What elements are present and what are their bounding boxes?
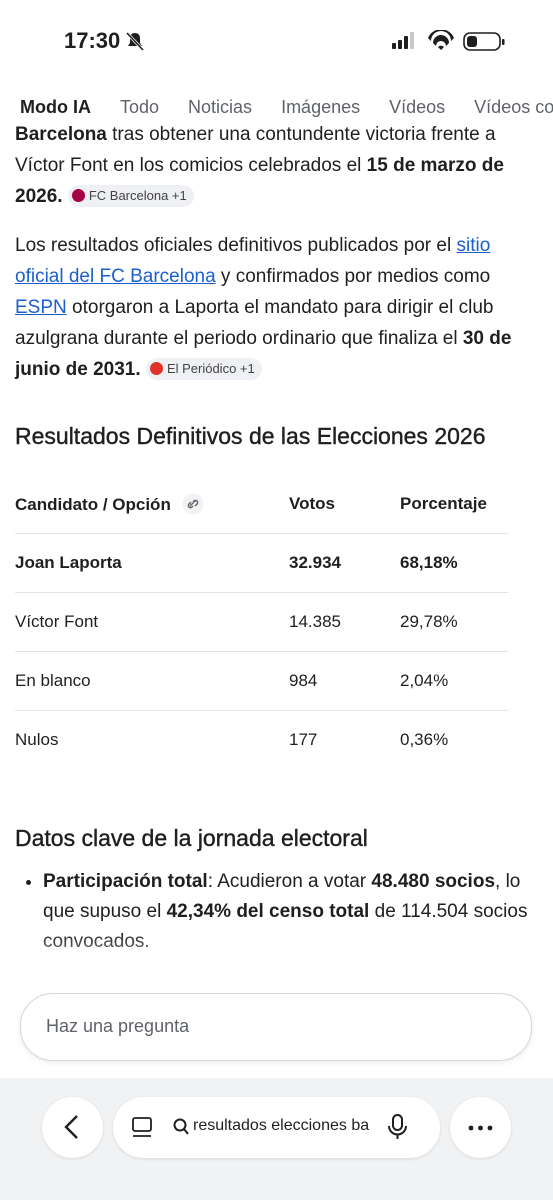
mic-icon — [388, 1114, 407, 1139]
mute-icon — [125, 31, 145, 52]
status-icons — [392, 30, 505, 51]
table-cell: Víctor Font — [15, 592, 289, 652]
link-icon[interactable] — [182, 493, 204, 515]
clock: 17:30 — [64, 28, 121, 53]
tab[interactable]: Vídeos — [389, 97, 446, 117]
text: : Acudieron a votar — [207, 871, 372, 892]
text: Los resultados oficiales definitivos pub… — [15, 235, 457, 256]
table-cell: En blanco — [15, 651, 289, 711]
bold-text: 30 de junio de 2031. — [15, 328, 512, 380]
fade — [0, 930, 553, 1000]
text: , lo que supuso el — [43, 871, 521, 922]
bold-text: 48.480 socios — [371, 871, 496, 892]
tab[interactable]: Noticias — [188, 97, 253, 117]
chip-label: FC Barcelona +1 — [88, 188, 187, 203]
mic-button[interactable] — [378, 1097, 440, 1158]
tab[interactable]: Imágenes — [281, 97, 361, 117]
table-cell: 32.934 — [289, 533, 400, 593]
table-cell: 0,36% — [400, 730, 449, 749]
source-icon — [149, 362, 163, 375]
table-cell: 177 — [289, 730, 318, 749]
back-button[interactable] — [42, 1097, 103, 1158]
bold-text: Barcelona — [15, 126, 107, 145]
link[interactable]: sitio oficial del FC Barcelona — [15, 235, 491, 287]
bold-text: 15 de marzo de 2026. — [15, 155, 504, 207]
more-button[interactable] — [450, 1097, 511, 1158]
search-icons — [132, 1117, 189, 1137]
ask-input[interactable]: Haz una pregunta — [20, 993, 532, 1061]
paragraph: Los resultados oficiales definitivos pub… — [15, 230, 537, 385]
link[interactable]: ESPN — [15, 297, 67, 318]
text: otorgaron a Laporta el mandato para diri… — [15, 297, 494, 349]
table-cell: 984 — [289, 651, 400, 711]
table-cell: 29,78% — [400, 592, 508, 652]
table-cell: Nulos — [15, 730, 59, 749]
table-cell: 68,18% — [400, 533, 508, 593]
source-chip[interactable]: El Periódico +1 — [145, 358, 262, 380]
table-row: Joan Laporta 32.934 68,18% — [15, 533, 508, 593]
search-pill[interactable]: resultados elecciones ba — [113, 1097, 440, 1158]
query: resultados elecciones ba — [193, 1117, 370, 1134]
tab[interactable]: Modo IA — [20, 97, 91, 117]
placeholder: Haz una pregunta — [46, 1016, 190, 1036]
tab-bar: Modo IA Todo Noticias Imágenes Vídeos Vídeos … — [0, 92, 553, 126]
header-text: Candidato / Opción — [15, 495, 171, 514]
source-icon — [71, 189, 85, 202]
paragraph: Barcelona tras obtener una contundente v… — [15, 126, 537, 212]
chip-label: El Periódico +1 — [166, 361, 255, 376]
more-icon — [468, 1125, 493, 1131]
table-cell: 14.385 — [289, 592, 400, 652]
table-row: Víctor Font 14.385 29,78% — [15, 592, 508, 652]
header-cell: Porcentaje — [400, 475, 508, 534]
table-heading: Resultados Definitivos de las Elecciones… — [15, 423, 486, 449]
bold-text: Participación total — [43, 871, 208, 892]
back-icon — [64, 1115, 78, 1139]
results-table: Candidato / Opción Votos Porcentaje Joan… — [15, 475, 508, 769]
tab[interactable]: Todo — [119, 97, 160, 117]
section-heading: Datos clave de la jornada electoral — [15, 825, 368, 851]
bold-text: 42,34% del censo total — [166, 901, 370, 922]
table-row: Nulos 177 0,36% — [15, 711, 508, 770]
text: tras obtener una contundente victoria fr… — [15, 126, 496, 176]
table-cell: Joan Laporta — [15, 533, 289, 593]
tab[interactable]: Vídeos co — [474, 97, 553, 117]
source-chip[interactable]: FC Barcelona +1 — [67, 185, 194, 207]
text: y confirmados por medios como — [215, 266, 491, 287]
ai-answer: Barcelona tras obtener una contundente v… — [0, 126, 553, 996]
header-cell: Candidato / Opción — [15, 475, 289, 534]
status-bar: 17:30 — [0, 0, 553, 80]
bottom-bar: resultados elecciones ba — [0, 1078, 553, 1200]
table-row: En blanco 984 2,04% — [15, 651, 508, 711]
table-cell: 2,04% — [400, 651, 508, 711]
paragraphs: Barcelona tras obtener una contundente v… — [0, 126, 553, 385]
header-cell: Votos — [289, 475, 400, 534]
